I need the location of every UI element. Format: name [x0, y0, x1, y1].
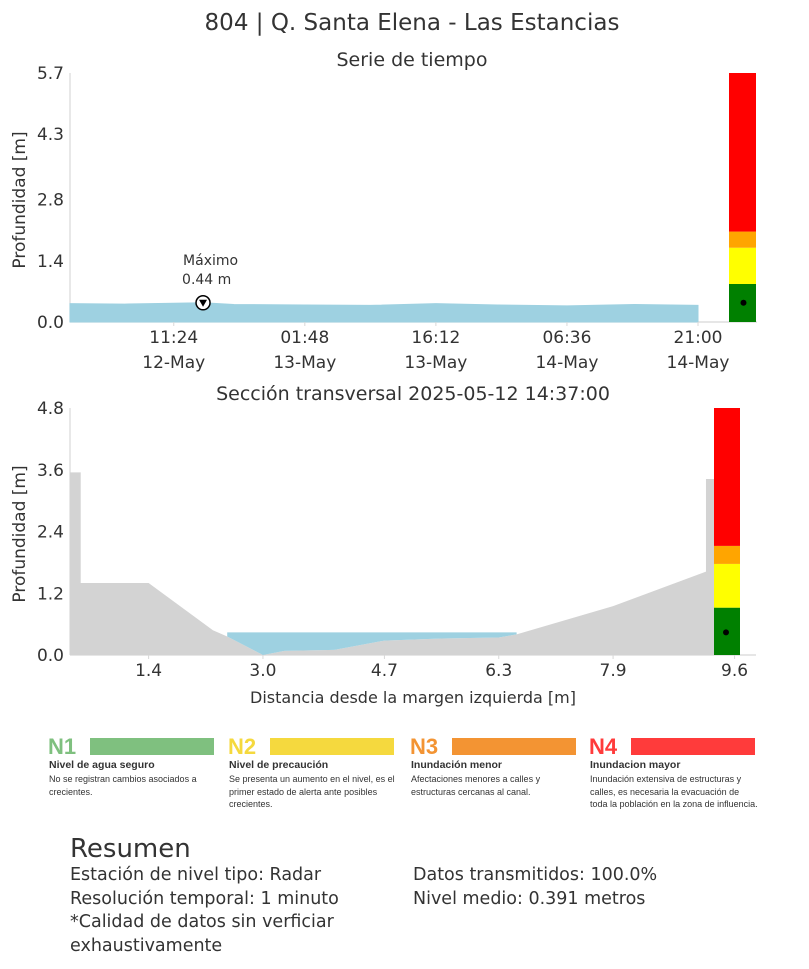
max-annotation-label: Máximo [183, 253, 238, 269]
cross-section-terrain [70, 472, 735, 655]
cross-section-chart: Sección transversal 2025-05-12 14:37:00 … [10, 383, 756, 707]
time-series-y-tick-label: 5.7 [37, 64, 64, 84]
time-series-x-tick-time: 01:48 [280, 328, 329, 348]
legend-name-n1: Nivel de agua seguro [49, 759, 155, 771]
time-series-y-tick-label: 4.3 [37, 125, 64, 145]
legend-desc-n3: Afectaciones menores a calles y estructu… [411, 774, 541, 797]
cross-section-x-tick-label: 7.9 [600, 661, 627, 681]
legend-swatch-n2 [270, 738, 394, 755]
time-series-x-tick-time: 21:00 [674, 328, 723, 348]
summary-quality-note-cont: exhaustivamente [70, 935, 223, 956]
summary-right-column: Datos transmitidos: 100.0% Nivel medio: … [413, 864, 743, 911]
time-series-x-tick-time: 16:12 [411, 328, 460, 348]
summary-temporal-resolution: Resolución temporal: 1 minuto [70, 888, 339, 909]
time-series-y-tick-label: 1.4 [37, 252, 64, 272]
legend-desc-n2: Se presenta un aumento en el nivel, es e… [229, 774, 395, 809]
cross-section-y-tick-label: 1.2 [37, 584, 64, 604]
legend-name-n2: Nivel de precaución [229, 759, 329, 771]
time-series-x-tick-date: 13-May [273, 353, 336, 373]
time-series-x-tick-date: 12-May [142, 353, 205, 373]
cross-section-plot-area: 0.0 1.2 2.4 3.6 4.8 1.4 3.0 4.7 6.3 7.9 9.6 [37, 399, 756, 681]
time-series-chart: Serie de tiempo Profundidad [m] 0.0 1.4 2.… [10, 49, 757, 373]
max-marker-arrow [199, 299, 208, 307]
time-series-x-tick-date: 14-May [667, 353, 730, 373]
cross-section-current-level-dot [723, 629, 729, 636]
summary-mean-level: Nivel medio: 0.391 metros [413, 888, 646, 909]
cross-section-y-tick-label: 3.6 [37, 461, 64, 481]
time-series-current-level-dot [740, 299, 747, 306]
time-series-x-tick-time: 11:24 [149, 328, 198, 348]
time-series-y-axis-label: Profundidad [m] [10, 131, 30, 268]
cross-section-x-tick-label: 9.6 [721, 661, 748, 681]
legend-code-n1: N1 [48, 734, 77, 759]
summary-left-column: Estación de nivel tipo: Radar Resolución… [70, 864, 400, 958]
time-series-y-tick-label: 2.8 [37, 191, 64, 211]
time-series-level-band [729, 73, 756, 232]
cross-section-water [227, 632, 517, 655]
legend-name-n3: Inundación menor [411, 759, 503, 771]
alert-level-legend: N1 Nivel de agua seguro No se registran … [48, 732, 768, 832]
legend-code-n2: N2 [228, 734, 257, 759]
time-series-title: Serie de tiempo [337, 49, 488, 71]
legend-name-n4: Inundacion mayor [590, 759, 681, 771]
cross-section-x-tick-label: 1.4 [135, 661, 162, 681]
legend-swatch-n4 [631, 738, 755, 755]
cross-section-x-tick-label: 6.3 [485, 661, 512, 681]
legend-code-n3: N3 [410, 734, 439, 759]
cross-section-y-tick-label: 0.0 [37, 646, 64, 666]
summary-data-transmitted: Datos transmitidos: 100.0% [413, 865, 658, 885]
time-series-x-tick-time: 06:36 [542, 328, 591, 348]
legend-swatch-n3 [452, 738, 576, 755]
cross-section-y-axis-label: Profundidad [m] [10, 465, 30, 602]
time-series-level-band [729, 231, 756, 248]
legend-code-n4: N4 [589, 734, 618, 759]
summary-station-type: Estación de nivel tipo: Radar [70, 865, 322, 885]
time-series-level-band [729, 247, 756, 284]
cross-section-level-band [714, 408, 740, 546]
time-series-plot-area: 0.0 1.4 2.8 4.3 5.7 11:24 12-May 01:48 13-May 16:… [37, 64, 757, 373]
cross-section-title: Sección transversal 2025-05-12 14:37:00 [216, 383, 610, 405]
cross-section-x-tick-label: 4.7 [371, 661, 398, 681]
cross-section-x-axis-label: Distancia desde la margen izquierda [m] [250, 688, 576, 707]
cross-section-y-tick-label: 4.8 [37, 399, 64, 419]
figure-title: 804 | Q. Santa Elena - Las Estancias [205, 10, 620, 36]
cross-section-level-band [714, 545, 740, 564]
legend-desc-n4: Inundación extensiva de estructuras y ca… [590, 774, 758, 809]
legend-swatch-n1 [90, 738, 214, 755]
time-series-y-tick-label: 0.0 [37, 313, 64, 333]
cross-section-y-tick-label: 2.4 [37, 523, 64, 543]
max-annotation-value: 0.44 m [182, 272, 231, 288]
summary-section: Resumen Estación de nivel tipo: Radar Re… [70, 834, 770, 964]
cross-section-level-band [714, 563, 740, 608]
time-series-depth-area [69, 302, 699, 323]
figure-canvas: 804 | Q. Santa Elena - Las Estancias Ser… [10, 10, 757, 707]
summary-title: Resumen [70, 834, 191, 864]
time-series-x-tick-date: 13-May [404, 353, 467, 373]
legend-desc-n1: No se registran cambios asociados a crec… [49, 774, 197, 797]
cross-section-x-tick-label: 3.0 [249, 661, 276, 681]
time-series-x-tick-date: 14-May [535, 353, 598, 373]
summary-quality-note: *Calidad de datos sin verficiar [70, 912, 334, 932]
